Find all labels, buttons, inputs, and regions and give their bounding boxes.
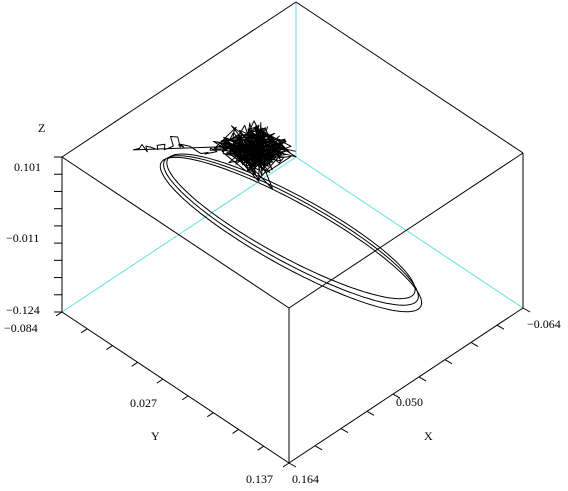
z-tick-label-mid: −0.011 bbox=[6, 231, 39, 245]
y-tick bbox=[257, 445, 265, 451]
y-tick bbox=[106, 345, 113, 350]
y-tick bbox=[181, 395, 189, 401]
y-tick bbox=[131, 361, 138, 367]
y-tick bbox=[156, 378, 164, 384]
y-tick bbox=[232, 429, 239, 434]
y-tick-label-start: −0.084 bbox=[4, 321, 38, 335]
z-tick-label-top: 0.101 bbox=[14, 160, 41, 174]
y-tick-label-end: 0.137 bbox=[246, 472, 273, 486]
x-tick bbox=[522, 307, 531, 313]
x-tick bbox=[340, 428, 349, 433]
y-tick bbox=[282, 462, 290, 468]
bounding-box bbox=[61, 1, 524, 464]
y-axis-label: Y bbox=[151, 429, 160, 443]
hidden-box-edge bbox=[295, 156, 524, 309]
x-tick bbox=[444, 359, 453, 365]
x-axis-label: X bbox=[424, 429, 433, 443]
x-tick bbox=[496, 324, 505, 330]
z-axis-label: Z bbox=[38, 121, 45, 135]
x-tick bbox=[470, 342, 479, 347]
box-edge bbox=[61, 1, 297, 158]
x-tick bbox=[366, 410, 375, 416]
trajectory bbox=[132, 120, 423, 313]
box-edge bbox=[61, 156, 290, 309]
x-tick bbox=[418, 376, 427, 382]
x-tick-label-mid: 0.050 bbox=[396, 395, 423, 409]
box-edge bbox=[288, 152, 524, 309]
x-tick bbox=[392, 393, 401, 399]
box-edge bbox=[61, 311, 290, 464]
x-tick-label-start: 0.164 bbox=[292, 472, 319, 486]
box-edge bbox=[288, 307, 524, 464]
z-tick-label-bottom: −0.124 bbox=[6, 303, 40, 317]
trajectory-line bbox=[132, 120, 423, 313]
y-tick-label-mid: 0.027 bbox=[130, 396, 157, 410]
x-tick-label-end: −0.064 bbox=[527, 317, 561, 331]
x-tick bbox=[314, 445, 323, 451]
x-tick bbox=[288, 462, 297, 468]
y-tick bbox=[207, 412, 214, 418]
box-edge bbox=[295, 1, 524, 154]
axis-ticks bbox=[54, 156, 531, 468]
y-tick bbox=[55, 311, 63, 317]
y-tick bbox=[80, 328, 88, 334]
